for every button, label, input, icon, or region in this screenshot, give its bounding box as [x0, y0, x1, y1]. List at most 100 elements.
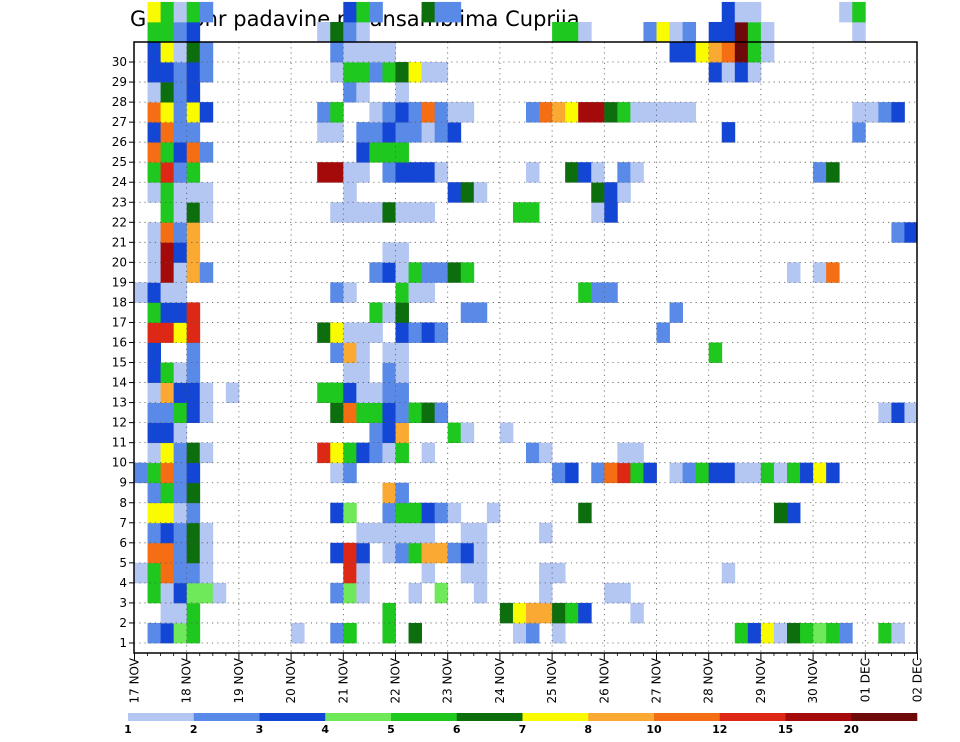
- heatmap-cell: [826, 262, 840, 283]
- heatmap-cell: [186, 1, 201, 23]
- x-tick-label: 23 NOV: [441, 657, 455, 703]
- heatmap-cell: [552, 102, 566, 123]
- heatmap-cell: [669, 42, 683, 63]
- heatmap-cell: [526, 442, 540, 464]
- heatmap-cell: [343, 162, 357, 183]
- heatmap-cell: [343, 42, 357, 63]
- heatmap-cell: [604, 182, 618, 203]
- heatmap-cell: [343, 562, 357, 584]
- heatmap-cell: [186, 122, 201, 143]
- heatmap-cell: [317, 162, 331, 183]
- heatmap-cell: [813, 162, 827, 183]
- heatmap-cell: [747, 62, 762, 83]
- heatmap-cell: [173, 122, 188, 143]
- heatmap-cell: [878, 622, 892, 644]
- heatmap-cell: [343, 622, 357, 644]
- heatmap-cell: [356, 442, 370, 464]
- heatmap-cell: [147, 42, 161, 63]
- colorbar-segment: [654, 713, 721, 721]
- y-tick-label: 17: [112, 315, 127, 329]
- heatmap-cell: [147, 582, 161, 604]
- heatmap-cell: [421, 522, 436, 544]
- heatmap-cell: [630, 462, 644, 484]
- heatmap-cell: [160, 502, 175, 524]
- heatmap-cell: [787, 622, 801, 644]
- heatmap-cell: [160, 602, 175, 624]
- colorbar-label: 2: [190, 723, 198, 736]
- heatmap-cell: [186, 182, 201, 203]
- heatmap-cell: [526, 602, 540, 624]
- heatmap-cell: [317, 102, 331, 123]
- heatmap-cell: [395, 142, 409, 163]
- heatmap-cell: [526, 622, 540, 644]
- heatmap-cells: [134, 1, 918, 644]
- heatmap-cell: [382, 402, 396, 424]
- heatmap-cell: [421, 542, 436, 564]
- heatmap-cell: [173, 482, 188, 504]
- heatmap-cell: [160, 582, 175, 604]
- heatmap-cell: [708, 62, 723, 83]
- heatmap-cell: [395, 282, 409, 303]
- heatmap-cell: [330, 442, 344, 464]
- heatmap-cell: [147, 442, 161, 464]
- heatmap-cell: [147, 262, 161, 283]
- heatmap-cell: [747, 42, 762, 63]
- heatmap-cell: [186, 522, 201, 544]
- heatmap-cell: [382, 362, 396, 383]
- heatmap-cell: [395, 122, 409, 143]
- y-tick-label: 3: [119, 596, 127, 610]
- heatmap-cell: [369, 402, 383, 424]
- heatmap-cell: [395, 102, 409, 123]
- heatmap-cell: [199, 262, 214, 283]
- heatmap-cell: [356, 162, 370, 183]
- heatmap-cell: [408, 582, 422, 604]
- heatmap-cell: [630, 102, 644, 123]
- heatmap-cell: [460, 542, 475, 564]
- heatmap-cell: [186, 102, 201, 123]
- heatmap-cell: [186, 622, 201, 644]
- heatmap-cell: [773, 622, 788, 644]
- heatmap-cell: [800, 622, 814, 644]
- heatmap-cell: [199, 62, 214, 83]
- heatmap-cell: [656, 102, 670, 123]
- heatmap-cell: [173, 382, 188, 403]
- heatmap-cell: [330, 202, 344, 223]
- heatmap-cell: [565, 462, 579, 484]
- heatmap-cell: [147, 522, 161, 544]
- heatmap-cell: [186, 382, 201, 403]
- heatmap-cell: [382, 42, 396, 63]
- heatmap-cell: [369, 42, 383, 63]
- heatmap-cell: [760, 42, 775, 63]
- heatmap-cell: [552, 562, 566, 584]
- heatmap-cell: [134, 562, 148, 584]
- heatmap-cell: [173, 402, 188, 424]
- heatmap-cell: [760, 622, 775, 644]
- heatmap-cell: [552, 21, 566, 43]
- heatmap-cell: [343, 542, 357, 564]
- heatmap-cell: [526, 202, 540, 223]
- heatmap-cell: [199, 542, 214, 564]
- heatmap-cell: [891, 222, 905, 243]
- heatmap-cell: [199, 522, 214, 544]
- heatmap-cell: [643, 21, 657, 43]
- heatmap-cell: [891, 402, 905, 424]
- heatmap-cell: [408, 62, 422, 83]
- y-tick-label: 26: [112, 135, 127, 149]
- heatmap-cell: [708, 462, 723, 484]
- heatmap-cell: [565, 162, 579, 183]
- heatmap-cell: [356, 1, 370, 23]
- heatmap-cell: [539, 442, 553, 464]
- heatmap-cell: [617, 162, 631, 183]
- heatmap-cell: [330, 102, 344, 123]
- heatmap-cell: [721, 42, 736, 63]
- heatmap-cell: [852, 102, 866, 123]
- y-tick-label: 12: [112, 416, 127, 430]
- heatmap-cell: [734, 21, 749, 43]
- heatmap-cell: [395, 482, 409, 504]
- heatmap-cell: [382, 302, 396, 323]
- y-tick-label: 28: [112, 95, 127, 109]
- heatmap-cell: [721, 562, 736, 584]
- heatmap-cell: [408, 622, 422, 644]
- heatmap-cell: [891, 102, 905, 123]
- heatmap-cell: [199, 202, 214, 223]
